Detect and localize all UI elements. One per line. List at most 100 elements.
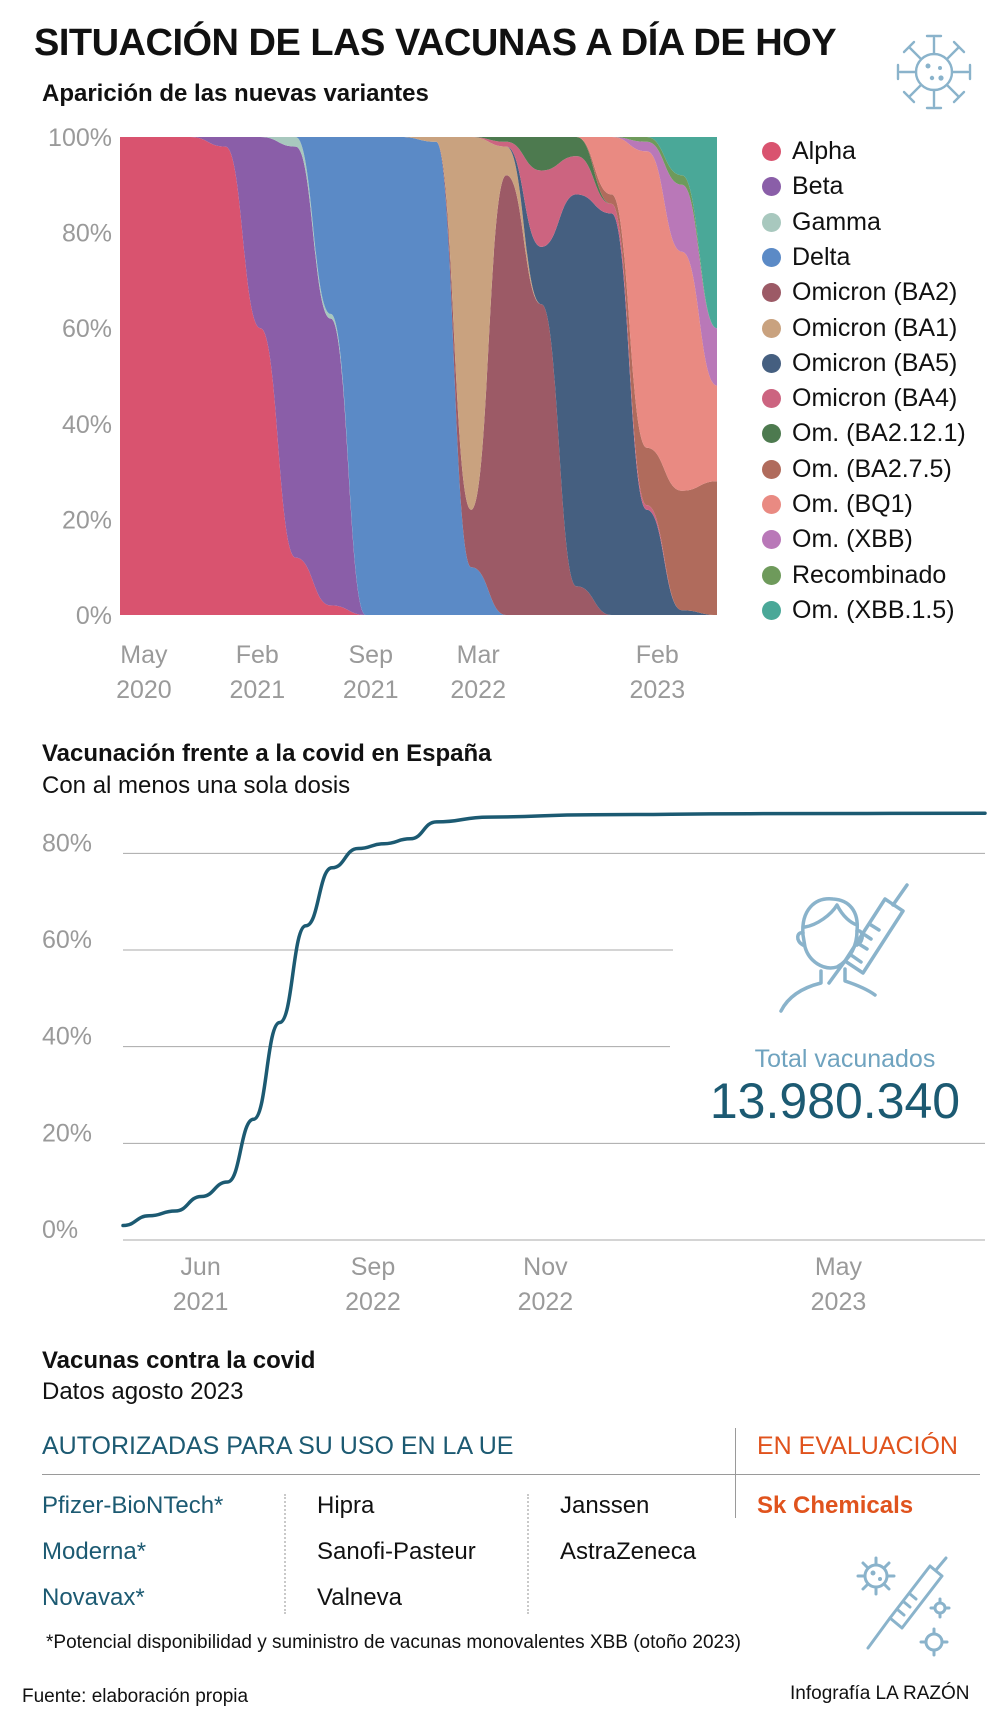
legend-swatch — [762, 142, 781, 161]
authorized-header: AUTORIZADAS PARA SU USO EN LA UE — [42, 1432, 514, 1460]
virus-syringe-icon — [856, 1556, 951, 1657]
vaccines-title: Vacunas contra la covid — [42, 1347, 316, 1374]
source-label: Fuente: elaboración propia — [22, 1686, 249, 1707]
vaccine-moderna: Moderna* — [42, 1538, 147, 1565]
y-tick-label: 40% — [62, 411, 112, 439]
x-tick-year: 2023 — [629, 676, 685, 704]
page-title: SITUACIÓN DE LAS VACUNAS A DÍA DE HOY — [34, 22, 837, 64]
legend-swatch — [762, 600, 781, 620]
area-omicron-ba5- — [120, 137, 717, 615]
legend-label: Om. (XBB.1.5) — [792, 595, 955, 624]
legend-item: Omicron (BA4) — [762, 384, 957, 413]
legend-item: Om. (XBB) — [762, 525, 913, 554]
footnote: *Potencial disponibilidad y suministro d… — [46, 1632, 741, 1653]
legend-swatch — [762, 283, 781, 303]
area-beta — [120, 137, 717, 615]
x-tick-year: 2021 — [229, 676, 285, 704]
x-tick-month: Nov — [523, 1253, 568, 1281]
area-om-bq1- — [120, 137, 717, 491]
legend-item: Recombinado — [762, 561, 946, 590]
legend-item: Om. (BA2.7.5) — [762, 455, 952, 484]
legend-label: Omicron (BA1) — [792, 313, 958, 342]
x-tick-year: 2021 — [173, 1288, 229, 1315]
variants-chart-subtitle: Aparición de las nuevas variantes — [42, 80, 429, 107]
y-tick-label: 100% — [48, 124, 112, 152]
legend-swatch — [762, 424, 781, 444]
y-tick-label: 20% — [62, 506, 112, 534]
person-with-syringe-icon — [779, 883, 909, 1013]
area-om-xbb- — [120, 137, 717, 386]
total-vaccinated-label: Total vacunados — [754, 1045, 936, 1073]
vaccines-divider — [42, 1474, 980, 1475]
x-tick-year: 2022 — [518, 1288, 574, 1315]
column-separator — [527, 1494, 529, 1614]
vaccine-valneva: Valneva — [317, 1584, 402, 1611]
y-tick-label: 60% — [62, 315, 112, 343]
legend-label: Omicron (BA5) — [792, 348, 958, 377]
x-tick-month: Sep — [351, 1253, 395, 1281]
vaccine-pfizer: Pfizer-BioNTech* — [42, 1492, 224, 1519]
legend-swatch — [762, 247, 781, 267]
legend-label: Omicron (BA2) — [792, 278, 958, 307]
x-tick-month: Mar — [457, 641, 500, 669]
x-tick-month: Feb — [236, 641, 279, 669]
legend-label: Om. (BA2.7.5) — [792, 454, 952, 483]
variants-chart: 100% 80% 60% 40% 20% 0% May 2020 Feb 2021 Sep 2021 M… — [48, 124, 717, 704]
legend-item: Gamma — [762, 208, 881, 237]
vaccine-sanofi: Sanofi-Pasteur — [317, 1538, 476, 1565]
x-tick-year: 2021 — [343, 676, 399, 704]
legend-swatch — [762, 212, 781, 232]
legend-label: Om. (BQ1) — [792, 490, 913, 518]
legend-label: Omicron (BA4) — [792, 384, 958, 413]
legend-label: Gamma — [792, 207, 881, 236]
vaccination-line — [121, 811, 987, 1228]
legend-swatch — [762, 389, 781, 409]
vaccination-chart-subtitle: Con al menos una sola dosis — [42, 772, 351, 799]
legend-label: Alpha — [792, 137, 856, 165]
x-tick-year: 2020 — [116, 676, 172, 704]
vaccination-chart: 80% 60% 40% 20% 0% Jun 2021 Sep 2022 Nov 2022 May 20… — [42, 811, 987, 1315]
legend-swatch — [762, 177, 781, 197]
evaluation-separator — [735, 1428, 736, 1518]
y-tick-label: 80% — [42, 829, 92, 857]
legend-swatch — [762, 459, 781, 479]
y-tick-label: 20% — [42, 1119, 92, 1147]
vaccine-sk-chemicals: Sk Chemicals — [757, 1492, 914, 1519]
vaccine-novavax: Novavax* — [42, 1584, 145, 1611]
legend-label: Om. (BA2.12.1) — [792, 419, 966, 448]
coronavirus-icon — [896, 34, 972, 110]
credit-label: Infografía LA RAZÓN — [790, 1683, 970, 1704]
vaccine-astrazeneca: AstraZeneca — [560, 1538, 697, 1565]
legend-swatch — [762, 495, 781, 514]
column-separator — [284, 1494, 286, 1614]
x-tick-month: May — [120, 641, 168, 669]
legend-label: Om. (XBB) — [792, 525, 913, 554]
y-tick-label: 0% — [76, 602, 112, 630]
legend-swatch — [762, 318, 781, 338]
x-tick-month: May — [815, 1253, 863, 1281]
x-tick-month: Jun — [180, 1253, 220, 1281]
y-tick-label: 40% — [42, 1023, 92, 1051]
legend-item: Om. (BQ1) — [762, 490, 913, 519]
legend-label: Beta — [792, 172, 844, 201]
x-tick-year: 2022 — [450, 676, 506, 704]
evaluation-header: EN EVALUACIÓN — [757, 1432, 958, 1460]
legend-item: Beta — [762, 172, 843, 201]
y-tick-label: 60% — [42, 926, 92, 954]
x-tick-month: Feb — [636, 641, 679, 669]
x-tick-month: Sep — [348, 641, 392, 669]
vaccine-hipra: Hipra — [317, 1492, 375, 1519]
legend-label: Delta — [792, 242, 851, 271]
vaccines-subtitle: Datos agosto 2023 — [42, 1378, 244, 1405]
x-tick-year: 2023 — [811, 1288, 867, 1315]
y-tick-label: 80% — [62, 220, 112, 248]
legend-item: Omicron (BA5) — [762, 349, 957, 378]
area-alpha — [120, 137, 717, 615]
x-tick-year: 2022 — [345, 1288, 401, 1315]
legend-item: Alpha — [762, 137, 856, 166]
vaccination-chart-title: Vacunación frente a la covid en España — [42, 740, 492, 767]
total-vaccinated-value: 13.980.340 — [709, 1073, 961, 1129]
legend-swatch — [762, 565, 781, 585]
y-tick-label: 0% — [42, 1216, 78, 1244]
legend-item: Omicron (BA2) — [762, 278, 957, 307]
